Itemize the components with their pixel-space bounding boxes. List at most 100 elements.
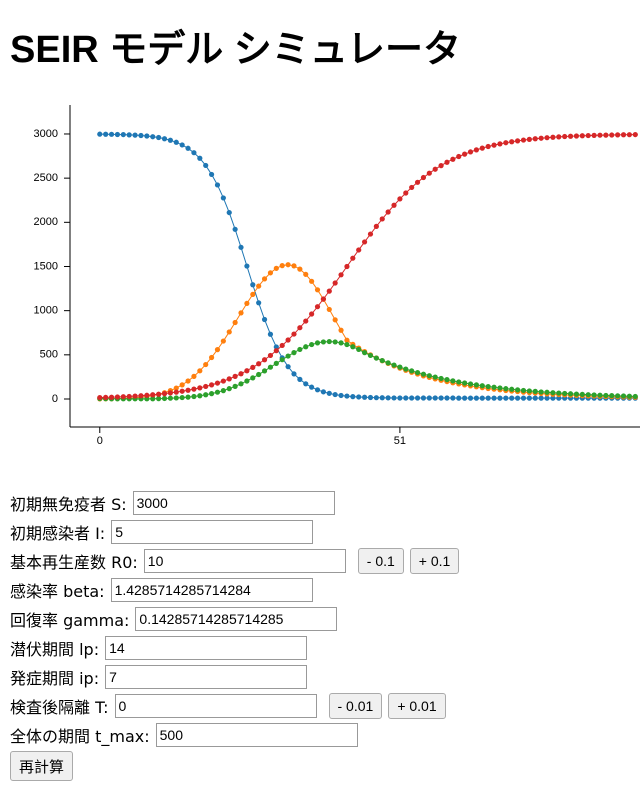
field-label: 発症期間 ip: bbox=[10, 668, 100, 688]
step-button[interactable]: + 0.01 bbox=[388, 692, 446, 719]
data-point bbox=[173, 389, 179, 395]
data-point bbox=[409, 184, 415, 191]
data-point bbox=[350, 255, 356, 261]
text-input[interactable] bbox=[110, 577, 313, 602]
text-input[interactable] bbox=[105, 664, 308, 689]
data-point bbox=[256, 361, 262, 367]
y-tick-label: 3000 bbox=[34, 128, 58, 140]
data-point bbox=[238, 371, 244, 377]
data-point bbox=[297, 376, 303, 382]
data-point bbox=[185, 145, 191, 151]
data-point bbox=[456, 153, 462, 160]
data-point bbox=[579, 133, 585, 139]
series-line bbox=[99, 133, 636, 399]
data-point bbox=[203, 361, 209, 368]
data-point bbox=[167, 137, 173, 143]
field-label: 基本再生産数 R0: bbox=[10, 552, 138, 572]
data-point bbox=[538, 135, 544, 141]
field-label: 全体の期間 t_max: bbox=[10, 726, 150, 746]
data-point bbox=[609, 132, 615, 138]
data-point bbox=[344, 393, 350, 399]
data-point bbox=[332, 339, 338, 345]
data-point bbox=[279, 263, 285, 269]
data-point bbox=[626, 132, 633, 138]
data-point bbox=[538, 389, 544, 395]
data-point bbox=[97, 131, 103, 137]
step-button[interactable]: - 0.1 bbox=[357, 547, 404, 574]
data-point bbox=[420, 174, 427, 181]
data-point bbox=[220, 388, 226, 394]
data-point bbox=[173, 139, 179, 145]
data-point bbox=[232, 319, 238, 326]
data-point bbox=[479, 145, 485, 151]
data-point bbox=[491, 384, 497, 390]
data-point bbox=[338, 340, 344, 346]
step-button[interactable]: + 0.1 bbox=[409, 547, 460, 574]
data-point bbox=[632, 131, 638, 138]
data-point bbox=[603, 132, 609, 138]
data-point bbox=[150, 134, 156, 140]
data-point bbox=[297, 325, 303, 331]
data-point bbox=[373, 223, 379, 229]
data-point bbox=[444, 395, 450, 401]
data-point bbox=[467, 381, 474, 387]
form-row: 潜伏期間 lp: bbox=[10, 633, 459, 662]
data-point bbox=[285, 337, 291, 343]
data-point bbox=[314, 287, 321, 293]
data-point bbox=[261, 368, 268, 374]
data-point bbox=[344, 263, 350, 270]
data-point bbox=[309, 311, 315, 317]
data-point bbox=[214, 380, 221, 386]
data-point bbox=[367, 231, 374, 237]
data-point bbox=[167, 390, 173, 396]
recalculate-button[interactable]: 再計算 bbox=[10, 751, 74, 781]
data-point bbox=[208, 171, 215, 178]
data-point bbox=[556, 390, 562, 396]
data-point bbox=[314, 304, 321, 310]
data-point bbox=[291, 331, 297, 337]
step-button[interactable]: - 0.01 bbox=[328, 692, 383, 719]
text-input[interactable] bbox=[155, 722, 358, 747]
data-point bbox=[361, 394, 368, 400]
data-point bbox=[332, 391, 338, 398]
data-point bbox=[562, 133, 568, 140]
data-point bbox=[603, 392, 609, 399]
data-point bbox=[503, 395, 509, 401]
data-point bbox=[303, 271, 309, 277]
data-point bbox=[409, 368, 415, 374]
data-point bbox=[379, 395, 385, 401]
text-input[interactable] bbox=[143, 548, 346, 573]
data-point bbox=[114, 394, 121, 400]
data-point bbox=[438, 395, 444, 401]
form-row: 全体の期間 t_max: bbox=[10, 720, 459, 749]
data-point bbox=[326, 338, 332, 345]
data-point bbox=[297, 346, 303, 353]
text-input[interactable] bbox=[114, 693, 317, 718]
text-input[interactable] bbox=[132, 490, 335, 515]
text-input[interactable] bbox=[105, 635, 308, 660]
data-point bbox=[497, 385, 503, 391]
data-point bbox=[567, 133, 574, 139]
data-point bbox=[385, 395, 391, 401]
form-row: 発症期間 ip: bbox=[10, 662, 459, 691]
data-point bbox=[356, 346, 362, 353]
data-point bbox=[403, 395, 409, 401]
field-label: 初期無免疫者 S: bbox=[10, 494, 127, 514]
data-point bbox=[132, 393, 138, 399]
data-point bbox=[520, 395, 527, 401]
form: 初期無免疫者 S: 初期感染者 I: 基本再生産数 R0: - 0.1+ 0.1 感染率… bbox=[10, 488, 460, 781]
data-point bbox=[338, 392, 344, 399]
text-input[interactable] bbox=[111, 519, 314, 544]
data-point bbox=[520, 137, 527, 143]
data-point bbox=[256, 300, 262, 306]
data-point bbox=[320, 339, 326, 345]
data-point bbox=[167, 395, 173, 401]
data-point bbox=[214, 182, 221, 188]
text-input[interactable] bbox=[135, 606, 338, 631]
data-point bbox=[179, 394, 185, 401]
data-point bbox=[609, 393, 615, 399]
data-point bbox=[126, 393, 132, 400]
data-point bbox=[462, 395, 468, 401]
data-point bbox=[391, 395, 397, 401]
data-point bbox=[150, 396, 156, 402]
